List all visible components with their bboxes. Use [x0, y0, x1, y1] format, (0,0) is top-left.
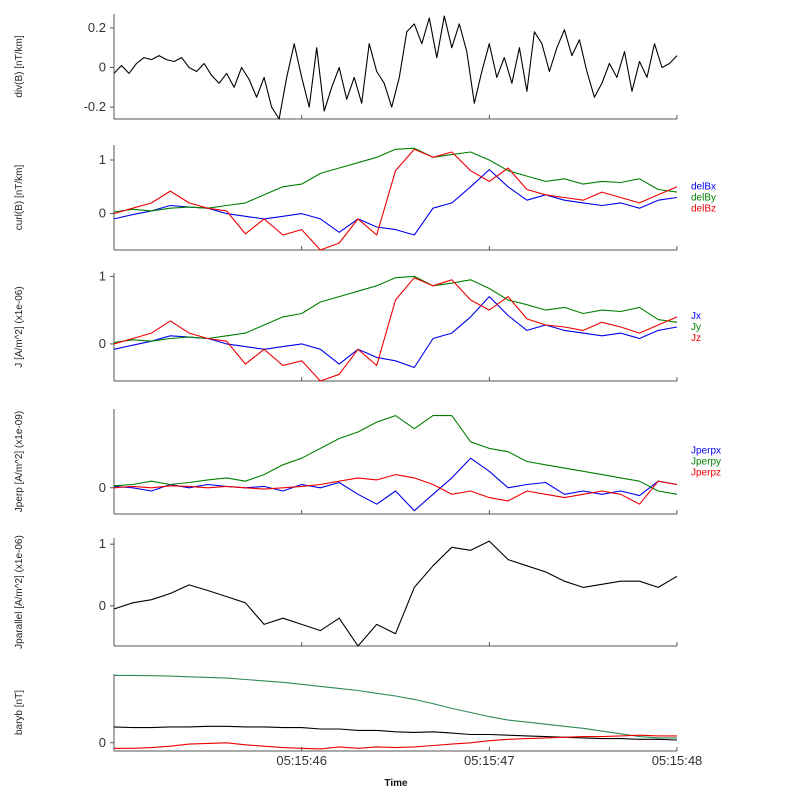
y-tick-label: 0 [99, 206, 106, 221]
y-tick-label: 1 [99, 152, 106, 167]
x-tick-label: 05:15:46 [276, 753, 327, 768]
panel-6: 0 baryb [nT] [14, 674, 678, 752]
legend-entry: Jx [691, 311, 701, 322]
series-line-jperpy [113, 415, 678, 495]
series-line-jx [113, 296, 678, 369]
y-tick-label: 0 [99, 598, 106, 613]
series-line [113, 540, 678, 647]
panel-5: 1 0 Jparallel [A/m^2] (x1e-06) [14, 535, 678, 649]
y-axis-label: div(B) [nT/km] [14, 35, 25, 97]
series-line [114, 674, 677, 739]
legend-entry: Jperpz [691, 468, 721, 479]
y-axis-label: J [A/m^2] (x1e-06) [14, 286, 25, 367]
series-line-jy [113, 275, 678, 344]
series-line-jz [113, 277, 678, 382]
series-line [113, 725, 678, 741]
legend-entry: Jy [691, 322, 701, 333]
legend-entry: delBy [691, 193, 716, 204]
panel-1: 0.2 0 -0.2 div(B) [nT/km] [14, 14, 678, 120]
y-tick-label: 0 [99, 59, 106, 74]
x-tick-label: 05:15:47 [464, 753, 515, 768]
series-line-delbx [113, 169, 678, 236]
y-tick-label: 0 [99, 735, 106, 750]
x-tick-label: 05:15:48 [652, 753, 703, 768]
y-axis-label: Jparallel [A/m^2] (x1e-06) [14, 535, 25, 649]
y-tick-label: 0 [99, 480, 106, 495]
legend-entry: Jperpy [691, 457, 721, 468]
y-tick-label: 1 [99, 268, 106, 283]
series-line [113, 15, 678, 120]
series-line-delby [113, 147, 678, 213]
y-tick-label: 0 [99, 336, 106, 351]
time-axis: Time 05:15:46 05:15:47 05:15:48 [276, 753, 702, 789]
y-axis-label: curl(B) [nT/km] [14, 165, 25, 231]
legend-entry: delBx [691, 182, 716, 193]
legend-entry: delBz [691, 204, 716, 215]
y-tick-label: -0.2 [84, 99, 106, 114]
y-axis-label: Jperp [A/m^2] (x1e-09) [14, 411, 25, 512]
series-line-jperpz [113, 474, 678, 505]
legend-entry: Jperpx [691, 446, 721, 457]
x-axis-title: Time [384, 778, 408, 789]
series-line-jperpx [113, 457, 678, 512]
y-axis-label: baryb [nT] [14, 690, 25, 735]
series-line-delbz [113, 148, 678, 251]
legend-entry: Jz [691, 333, 701, 344]
series-line [114, 734, 677, 750]
panel-4: 0 Jperp [A/m^2] (x1e-09) JperpxJperpyJperp… [14, 409, 721, 515]
y-tick-label: 0.2 [88, 20, 106, 35]
y-tick-label: 1 [99, 536, 106, 551]
